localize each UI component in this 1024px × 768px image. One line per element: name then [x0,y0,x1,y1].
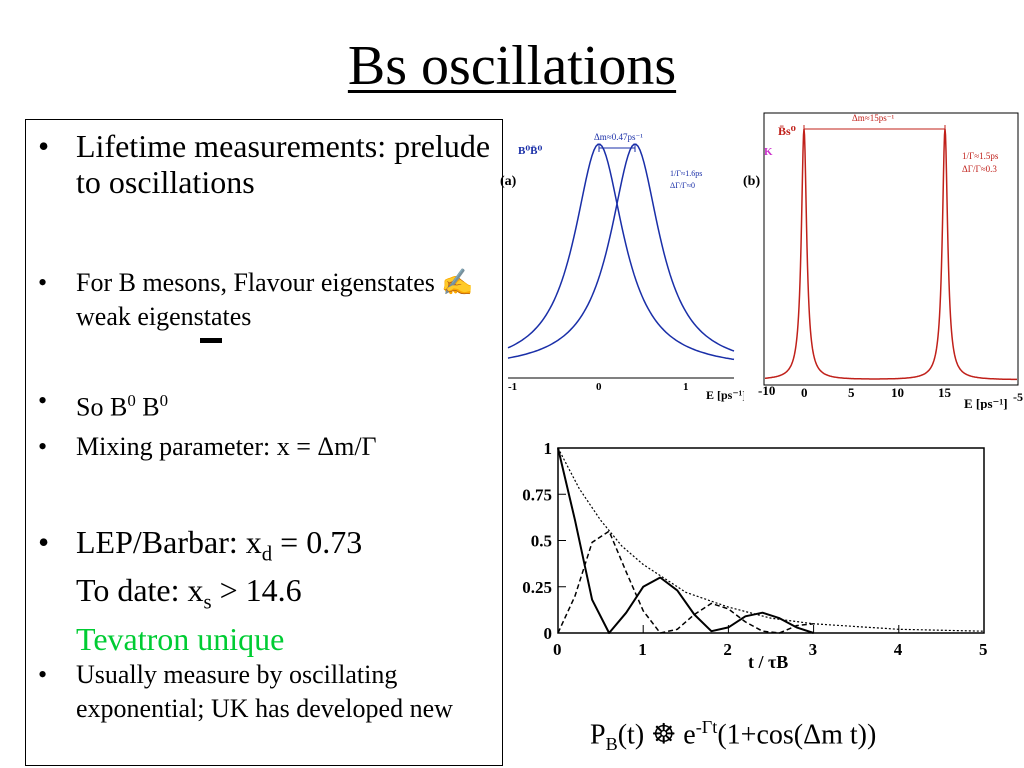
plot-b-note1: 1/Γ≈1.5ps [962,151,999,161]
y-tick-label: 0.25 [522,578,552,597]
slide-title: Bs oscillations [347,35,677,97]
bullet-usually-text: Usually measure by oscillating exponenti… [76,660,453,723]
plot-b-xtick: 15 [938,385,952,400]
plot-a-xtick: 0 [596,381,602,393]
overbar-mark [200,338,222,343]
plot-b-xtick: -10 [758,383,775,398]
plot-a-curves [507,143,735,361]
y-tick-label: 1 [544,440,553,458]
chart-xlabel-text: t / τB [748,652,788,672]
plot-b-edge-text: -5 [1013,390,1023,404]
caption-sub: B [605,733,618,754]
plot-a-xtick: -1 [508,381,517,393]
tevatron-unique-text: Tevatron unique [76,620,285,657]
plot-b: (b) B̄s⁰ K Δm≈15ps⁻¹ 1/Γ≈1.5ps ΔΓ/Γ≈0.3 … [743,112,1023,410]
not-equal-symbol: ✍ [441,268,474,297]
bullet-dot: • [38,660,48,689]
plot-a-peak-curve [507,143,735,361]
plot-a-header: B⁰B̄⁰ [518,145,542,157]
plot-a-dm-label: Δm≈0.47ps⁻¹ [594,132,643,142]
b-text: B [142,392,160,422]
bullet-dot: • [38,268,48,297]
flavour-text-a: For B mesons, Flavour eigenstates [76,268,435,297]
chart-frame [557,447,985,634]
bullet-lep-text: LEP/Barbar: xd = 0.73 To date: xs > 14.6… [76,524,494,657]
plot-b-dm-bracket [803,125,946,133]
series-line [557,447,814,634]
y-tick-label: 0 [544,624,553,643]
x-tick-label: 0 [553,640,562,659]
b0-superscript: 0 [159,391,169,410]
bullet-flavour-text: For B mesons, Flavour eigenstates ✍ weak … [76,266,494,334]
xd-subscript: d [261,542,273,566]
to-date-text: To date: x [76,572,204,609]
plot-a-dm-bracket [598,144,636,152]
chart-series [557,447,985,634]
b0-superscript: 0 [127,391,136,410]
x-tick-label: 4 [894,640,903,659]
plot-a-xtick: 1 [683,381,689,393]
caption-p: P [590,719,606,751]
xs-subscript: s [203,590,212,614]
plot-b-side-mark: K [764,146,773,158]
bullet-dot: • [38,128,50,164]
plot-a-xlabel: E [ps⁻¹] [706,388,744,402]
plot-a-peak-curve [507,143,735,359]
caption-t: (t) [617,719,652,751]
x-tick-label: 5 [979,640,988,659]
plot-b-xlabel: E [ps⁻¹] [964,396,1008,410]
plot-a: (a) B⁰B̄⁰ Δm≈0.47ps⁻¹ 1/Γ≈1.6ps ΔΓ/Γ≈0 -… [500,132,744,402]
caption-exp: -Γt [695,717,718,737]
xs-value: > 14.6 [211,572,302,609]
x-tick-label: 3 [809,640,818,659]
plot-b-curves [765,128,1017,381]
y-tick-label: 0.75 [522,485,552,504]
plot-b-header: B̄s⁰ [778,124,796,138]
bullet-dot: • [38,386,48,415]
caption-tail: (1+cos(Δm t)) [717,719,877,751]
plot-a-note1: 1/Γ≈1.6ps [670,169,702,178]
lep-text: LEP/Barbar: x [76,524,262,560]
bullet-lifetime-text: Lifetime measurements: prelude to oscill… [76,128,491,200]
proportional-symbol: ☸ [651,717,677,751]
chart-xlabel: t / τB [748,652,788,672]
y-tick-label: 0.5 [531,532,552,551]
x-tick-label: 2 [723,640,732,659]
plot-a-note2: ΔΓ/Γ≈0 [670,181,695,190]
plot-b-peak-curve [765,128,1017,381]
bullet-dot: • [38,432,48,461]
plot-b-label: (b) [743,174,760,189]
oscillation-chart: 0 1 2 3 4 5 0 0.25 0.5 0.75 1 t / τB [522,440,987,672]
plot-b-note2: ΔΓ/Γ≈0.3 [962,164,997,174]
caption-e: e [676,719,696,751]
formula-caption: PB(t) ☸ e-Γt(1+cos(Δm t)) [590,711,876,760]
bullet-dot: • [38,524,50,560]
x-tick-label: 1 [638,640,647,659]
series-line [557,530,814,634]
series-line [557,447,985,632]
bullet-text-box: • Lifetime measurements: prelude to osci… [25,119,503,766]
chart-ticks: 0 1 2 3 4 5 0 0.25 0.5 0.75 1 [522,440,987,659]
plot-b-frame [763,112,1019,386]
bullet-so-b0-text: So B0 B0 [76,384,494,425]
bullet-mixing-text: Mixing parameter: x = Δm/Γ [76,432,377,461]
so-b-text: So B [76,392,128,422]
xd-value: = 0.73 [272,524,363,560]
plot-b-dm-label: Δm≈15ps⁻¹ [852,113,894,123]
plot-b-xtick: 10 [891,385,904,400]
plot-b-xtick: 5 [848,385,855,400]
flavour-text-b: weak eigenstates [76,302,252,331]
plot-a-label: (a) [500,174,517,189]
plot-b-xtick: 0 [801,385,808,400]
